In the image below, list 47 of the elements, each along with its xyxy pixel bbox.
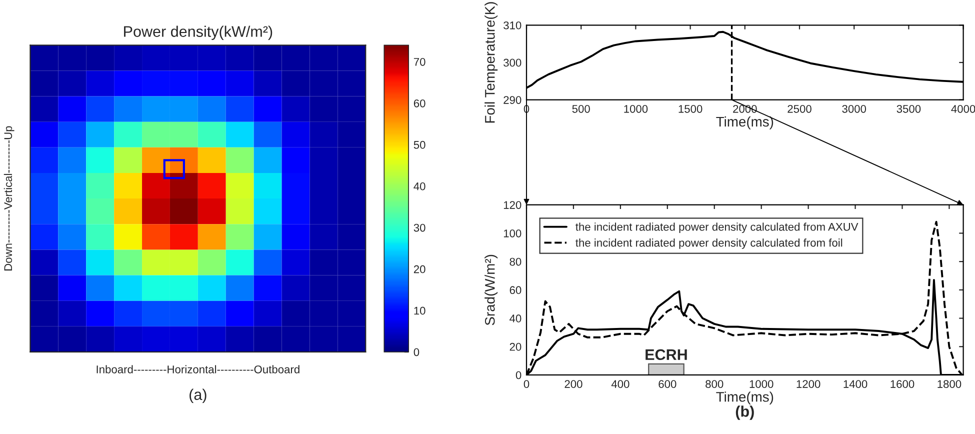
legend-label: the incident radiated power density calculated from foil [576,238,842,249]
legend-label: the incident radiated power density calculated from AXUV [576,222,858,233]
y-tick-label: 40 [510,314,522,322]
x-tick-label: 2500 [788,104,812,113]
y-tick-label: 0 [516,371,522,380]
x-tick-label: 200 [564,380,582,388]
y-tick-label: 60 [510,286,522,294]
x-tick-label: 1000 [750,380,774,388]
x-tick-label: 1400 [844,380,868,388]
text: (b) [736,406,754,420]
x-tick-label: 1600 [890,380,914,388]
x-tick-label: 1500 [678,104,702,113]
y-tick-label: 20 [510,342,522,351]
x-axis-title: Time(ms) [716,116,774,130]
y-tick-label: 300 [504,58,522,67]
x-tick-label: 400 [611,380,630,388]
y-tick-label: 100 [504,229,522,238]
color-bar-label: 40 [414,182,426,190]
color-bar-label: 70 [414,58,426,66]
band-label: ECRH [646,349,687,360]
x-tick-label: 600 [658,380,676,388]
x-tick-label: 1200 [796,380,820,388]
color-bar-label: 30 [414,224,426,232]
x-tick-label: 1000 [624,104,648,113]
color-bar-label: 0 [414,348,420,356]
y-axis-title: Down---------Vertical---------Up [4,126,14,270]
x-tick-label: 500 [572,104,590,113]
x-tick-label: 4000 [951,104,975,113]
color-bar-label: 20 [414,265,426,274]
y-tick-label: 120 [504,201,522,209]
x-tick-label: 3000 [842,104,866,113]
x-tick-label: 3500 [896,104,921,113]
y-axis-title: Srad(W/m²) [484,254,498,326]
color-bar-label: 50 [414,140,426,149]
y-tick-label: 310 [504,21,522,30]
x-axis-title: Inboard---------Horizontal----------Outboard [96,365,300,374]
x-axis-title: Time(ms) [716,392,774,405]
x-tick-label: 800 [706,380,724,388]
y-axis-title: Foil Temperature(K) [484,2,498,123]
color-bar-label: 10 [414,306,426,315]
text: (a) [190,388,206,404]
x-tick-label: 1800 [938,380,962,388]
chart-title: Power density(kW/m²) [124,26,272,40]
x-tick-label: 0 [524,380,530,388]
color-bar-label: 60 [414,99,426,108]
y-tick-label: 290 [504,96,522,104]
y-tick-label: 80 [510,258,522,266]
